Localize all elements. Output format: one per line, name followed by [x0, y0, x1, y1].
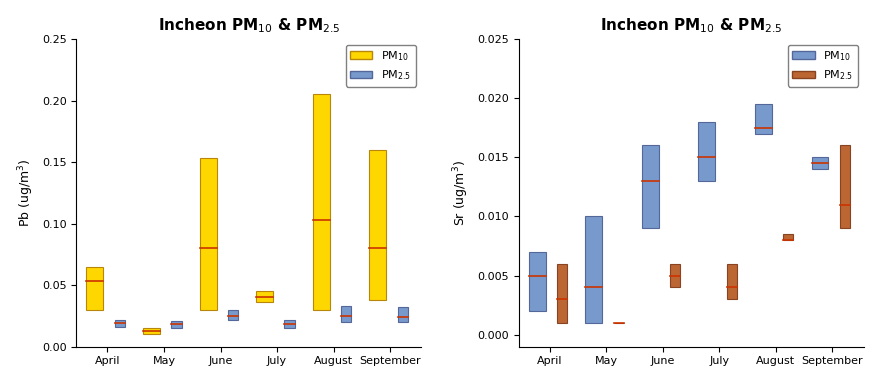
FancyBboxPatch shape — [727, 264, 736, 299]
FancyBboxPatch shape — [557, 264, 567, 323]
FancyBboxPatch shape — [755, 104, 772, 134]
Title: Incheon PM$_{10}$ & PM$_{2.5}$: Incheon PM$_{10}$ & PM$_{2.5}$ — [158, 17, 340, 35]
FancyBboxPatch shape — [642, 146, 659, 228]
FancyBboxPatch shape — [840, 146, 850, 228]
FancyBboxPatch shape — [369, 150, 386, 300]
FancyBboxPatch shape — [585, 216, 602, 323]
FancyBboxPatch shape — [200, 158, 216, 310]
FancyBboxPatch shape — [143, 328, 160, 334]
FancyBboxPatch shape — [256, 291, 273, 302]
FancyBboxPatch shape — [313, 94, 329, 310]
FancyBboxPatch shape — [811, 157, 828, 169]
Title: Incheon PM$_{10}$ & PM$_{2.5}$: Incheon PM$_{10}$ & PM$_{2.5}$ — [600, 17, 782, 35]
FancyBboxPatch shape — [341, 306, 351, 322]
Legend: PM$_{10}$, PM$_{2.5}$: PM$_{10}$, PM$_{2.5}$ — [346, 44, 416, 87]
FancyBboxPatch shape — [171, 321, 182, 328]
FancyBboxPatch shape — [397, 307, 408, 322]
FancyBboxPatch shape — [698, 122, 715, 181]
FancyBboxPatch shape — [228, 310, 238, 319]
FancyBboxPatch shape — [783, 234, 794, 240]
Legend: PM$_{10}$, PM$_{2.5}$: PM$_{10}$, PM$_{2.5}$ — [788, 44, 858, 87]
FancyBboxPatch shape — [284, 319, 295, 328]
FancyBboxPatch shape — [87, 267, 103, 310]
FancyBboxPatch shape — [529, 252, 546, 311]
Y-axis label: Sr (ug/m$^3$): Sr (ug/m$^3$) — [452, 160, 472, 226]
FancyBboxPatch shape — [115, 319, 125, 327]
Y-axis label: Pb (ug/m$^3$): Pb (ug/m$^3$) — [17, 159, 36, 227]
FancyBboxPatch shape — [670, 264, 680, 288]
